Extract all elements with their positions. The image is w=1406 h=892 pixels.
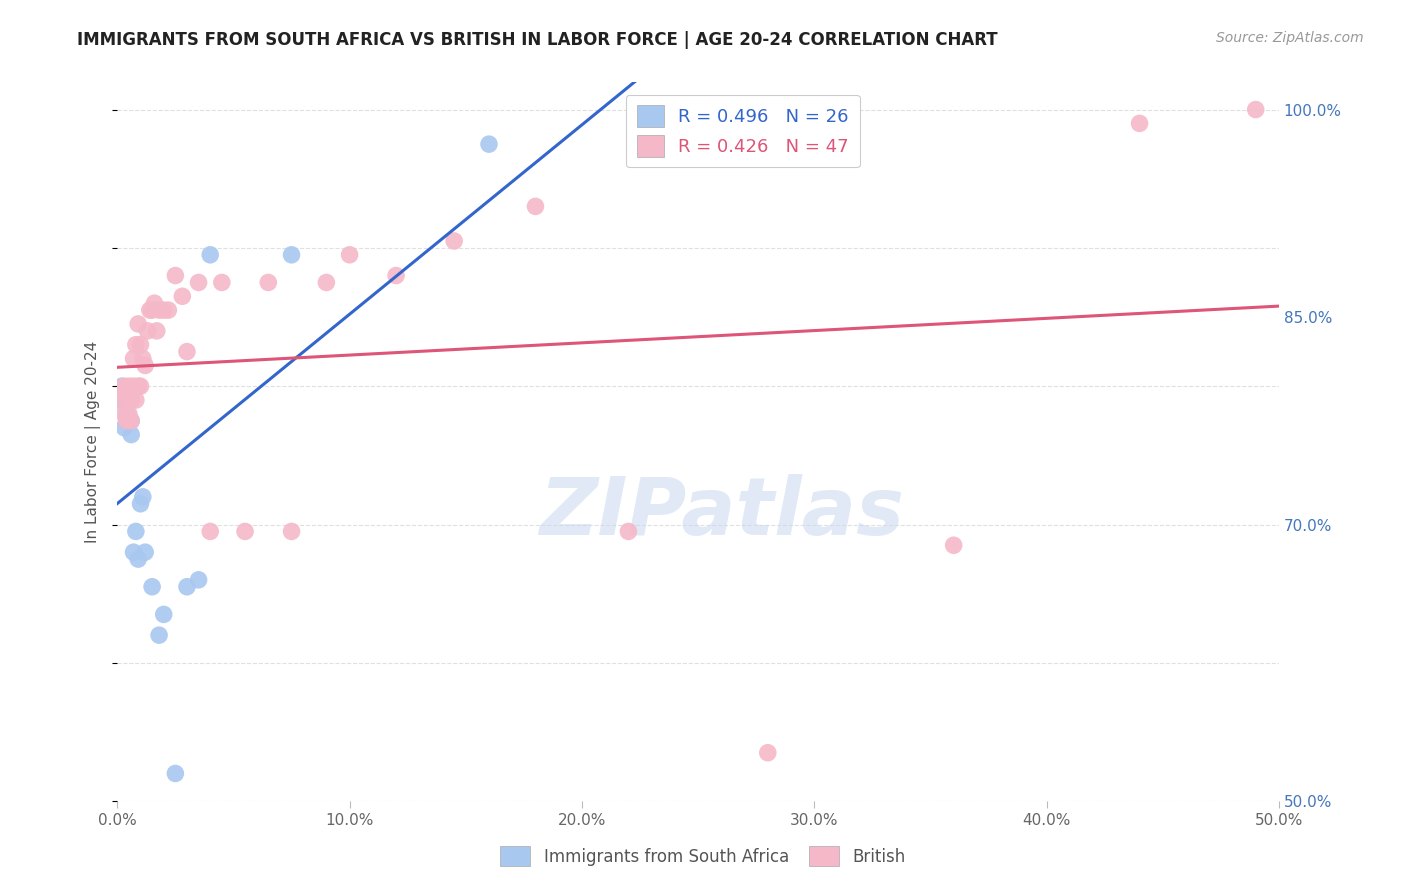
Point <box>122 351 145 366</box>
Point <box>111 386 134 401</box>
Point <box>148 628 170 642</box>
Point <box>115 414 138 428</box>
Point <box>112 379 135 393</box>
Point <box>134 545 156 559</box>
Point <box>115 386 138 401</box>
Point <box>122 379 145 393</box>
Point <box>125 392 148 407</box>
Point <box>108 392 131 407</box>
Point <box>1128 116 1150 130</box>
Point <box>524 199 547 213</box>
Point <box>129 379 152 393</box>
Point <box>120 414 142 428</box>
Point <box>127 379 149 393</box>
Point <box>136 324 159 338</box>
Point <box>165 268 187 283</box>
Point <box>122 545 145 559</box>
Point <box>118 386 141 401</box>
Point <box>176 580 198 594</box>
Point <box>112 407 135 421</box>
Point <box>617 524 640 539</box>
Point <box>129 497 152 511</box>
Point <box>176 344 198 359</box>
Point <box>756 746 779 760</box>
Point <box>111 379 134 393</box>
Point <box>120 414 142 428</box>
Point <box>478 137 501 152</box>
Y-axis label: In Labor Force | Age 20-24: In Labor Force | Age 20-24 <box>86 341 101 542</box>
Point <box>143 296 166 310</box>
Point <box>129 337 152 351</box>
Point <box>187 276 209 290</box>
Point <box>111 392 134 407</box>
Point <box>118 392 141 407</box>
Point <box>1244 103 1267 117</box>
Point <box>148 303 170 318</box>
Point <box>139 303 162 318</box>
Point <box>200 248 222 262</box>
Point <box>157 303 180 318</box>
Point <box>152 607 174 622</box>
Point <box>172 289 194 303</box>
Point <box>152 303 174 318</box>
Point <box>115 407 138 421</box>
Point <box>115 414 138 428</box>
Point <box>165 766 187 780</box>
Point <box>125 524 148 539</box>
Point <box>141 303 163 318</box>
Point <box>385 268 408 283</box>
Legend: R = 0.496   N = 26, R = 0.426   N = 47: R = 0.496 N = 26, R = 0.426 N = 47 <box>626 95 859 168</box>
Point <box>280 248 302 262</box>
Point <box>443 234 465 248</box>
Point <box>132 490 155 504</box>
Point <box>120 427 142 442</box>
Point <box>280 524 302 539</box>
Point <box>118 379 141 393</box>
Point <box>125 337 148 351</box>
Point <box>132 351 155 366</box>
Point <box>257 276 280 290</box>
Point <box>108 386 131 401</box>
Text: ZIPatlas: ZIPatlas <box>538 475 904 552</box>
Point <box>118 407 141 421</box>
Point <box>127 552 149 566</box>
Point <box>315 276 337 290</box>
Text: Source: ZipAtlas.com: Source: ZipAtlas.com <box>1216 31 1364 45</box>
Point <box>145 324 167 338</box>
Text: IMMIGRANTS FROM SOUTH AFRICA VS BRITISH IN LABOR FORCE | AGE 20-24 CORRELATION C: IMMIGRANTS FROM SOUTH AFRICA VS BRITISH … <box>77 31 998 49</box>
Point <box>339 248 361 262</box>
Point <box>200 524 222 539</box>
Point <box>134 359 156 373</box>
Point <box>211 276 233 290</box>
Point <box>233 524 256 539</box>
Point <box>942 538 965 552</box>
Point <box>141 580 163 594</box>
Legend: Immigrants from South Africa, British: Immigrants from South Africa, British <box>494 839 912 873</box>
Point <box>127 317 149 331</box>
Point <box>112 420 135 434</box>
Point <box>120 392 142 407</box>
Point <box>187 573 209 587</box>
Point <box>112 392 135 407</box>
